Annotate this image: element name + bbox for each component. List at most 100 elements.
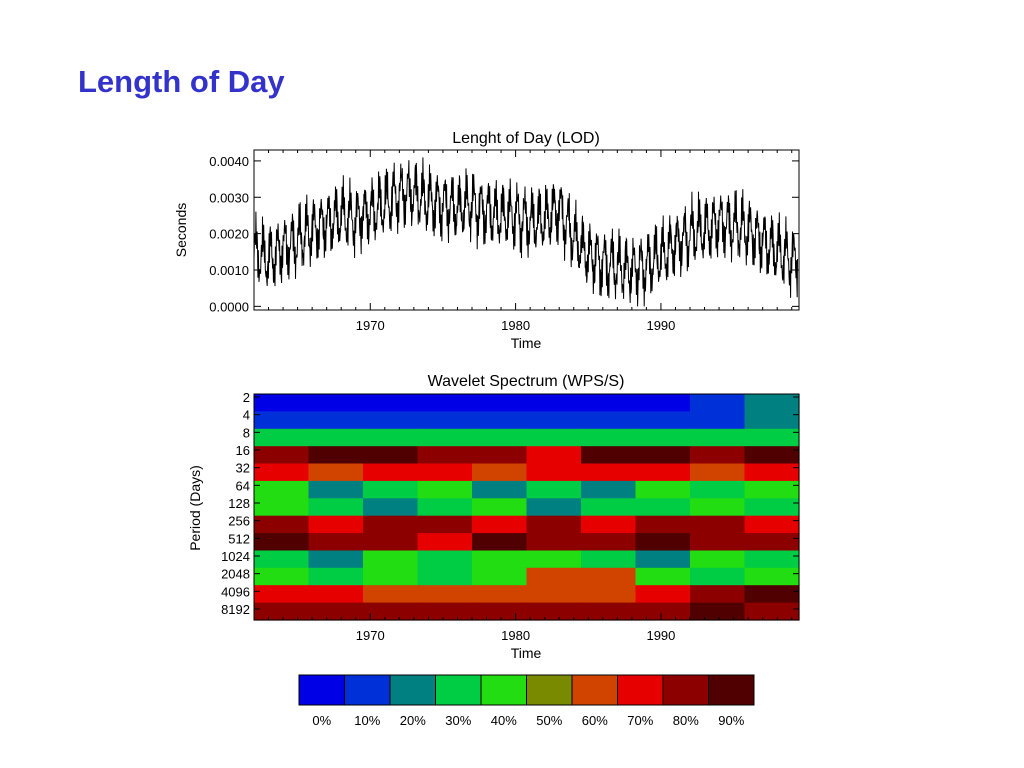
heatmap-cell [690,480,746,499]
heatmap-cell [635,585,691,604]
heatmap-cell [254,480,310,499]
heatmap-cell [254,394,310,412]
lod-x-tick-label: 1990 [646,318,675,333]
heatmap-cell [308,567,364,586]
heatmap-cell [417,602,473,621]
heatmap-cell [308,585,364,604]
heatmap-cell [254,498,310,517]
heatmap-cell [417,463,473,482]
heatmap-cell [308,550,364,569]
lod-x-tick-label: 1970 [356,318,385,333]
heatmap-cell [417,480,473,499]
heatmap-cell [581,463,637,482]
heatmap-cell [363,463,419,482]
wavelet-title: Wavelet Spectrum (WPS/S) [428,373,625,390]
heatmap-cell [744,446,800,465]
heatmap-cell [472,428,528,447]
heatmap-cell [254,446,310,465]
heatmap-cell [308,411,364,430]
wavelet-chart: Wavelet Spectrum (WPS/S) 2 4 8 16 32 64 128 256… [187,373,800,661]
lod-x-label: Time [511,335,542,351]
heatmap-cell [635,602,691,621]
heatmap-cell [472,411,528,430]
heatmap-cell [417,394,473,412]
heatmap-cell [690,567,746,586]
lod-y-tick-label: 0.0030 [209,190,249,205]
heatmap-cell [472,446,528,465]
heatmap-cell [472,550,528,569]
lod-chart: Lenght of Day (LOD) 0.00000.00100.00200.… [173,130,800,351]
heatmap-cell [635,411,691,430]
heatmap-cell [581,550,637,569]
heatmap-cell [526,463,582,482]
legend-swatch [298,674,345,706]
heatmap-cell [254,567,310,586]
heatmap-cell [472,567,528,586]
wavelet-y-tick-label: 1024 [221,549,250,564]
legend-label: 60% [582,713,608,728]
heatmap-cell [744,394,800,412]
heatmap-cell [308,602,364,621]
heatmap-cell [581,428,637,447]
heatmap-cell [472,394,528,412]
lod-y-tick-label: 0.0000 [209,299,249,314]
heatmap-cell [363,602,419,621]
wavelet-y-tick-label: 2 [243,390,250,405]
wavelet-x-tick-label: 1980 [501,628,530,643]
heatmap-cell [526,480,582,499]
heatmap-cell [308,446,364,465]
heatmap-cell [744,515,800,534]
heatmap-cell [417,550,473,569]
wavelet-y-axis: 2 4 8 16 32 64 128 256 512 1024 2048 4096 8192 [221,390,799,617]
heatmap-cell [635,463,691,482]
wavelet-heatmap [254,394,800,621]
lod-x-axis: 1970 1980 1990 [268,150,793,333]
heatmap-cell [744,567,800,586]
wavelet-x-label: Time [511,645,542,661]
heatmap-cell [690,411,746,430]
heatmap-cell [363,585,419,604]
lod-y-axis: 0.0000 0.0010 0.0020 0.0030 0.0040 [209,154,799,314]
legend-swatch [480,674,527,706]
heatmap-cell [526,498,582,517]
heatmap-cell [254,463,310,482]
heatmap-cell [417,428,473,447]
heatmap-cell [581,411,637,430]
heatmap-cell [690,515,746,534]
heatmap-cell [308,463,364,482]
heatmap-cell [526,515,582,534]
heatmap-cell [635,428,691,447]
legend-swatch [389,674,436,706]
heatmap-cell [635,567,691,586]
color-scale-legend: 0% 10% 20% 30% 40% 50% 60% 70% 80% 90% [298,674,755,728]
heatmap-cell [744,550,800,569]
heatmap-cell [363,515,419,534]
heatmap-cell [690,428,746,447]
heatmap-cell [417,515,473,534]
lod-title: Lenght of Day (LOD) [452,130,600,147]
lod-series-line [253,157,798,307]
legend-label: 30% [445,713,471,728]
heatmap-cell [308,428,364,447]
heatmap-cell [308,515,364,534]
heatmap-cell [526,567,582,586]
heatmap-cell [472,480,528,499]
heatmap-cell [744,463,800,482]
wavelet-y-tick-label: 32 [236,461,250,476]
wavelet-y-tick-label: 16 [236,443,250,458]
legend-swatch [344,674,391,706]
heatmap-cell [472,498,528,517]
wavelet-x-tick-label: 1990 [646,628,675,643]
heatmap-cell [254,515,310,534]
heatmap-cell [581,480,637,499]
wavelet-y-tick-label: 8192 [221,602,250,617]
heatmap-cell [581,394,637,412]
heatmap-cell [635,480,691,499]
legend-swatch [571,674,618,706]
wavelet-y-label: Period (Days) [187,465,203,551]
heatmap-cell [744,411,800,430]
heatmap-cell [690,394,746,412]
heatmap-cell [744,602,800,621]
heatmap-cell [254,428,310,447]
legend-label: 40% [491,713,517,728]
